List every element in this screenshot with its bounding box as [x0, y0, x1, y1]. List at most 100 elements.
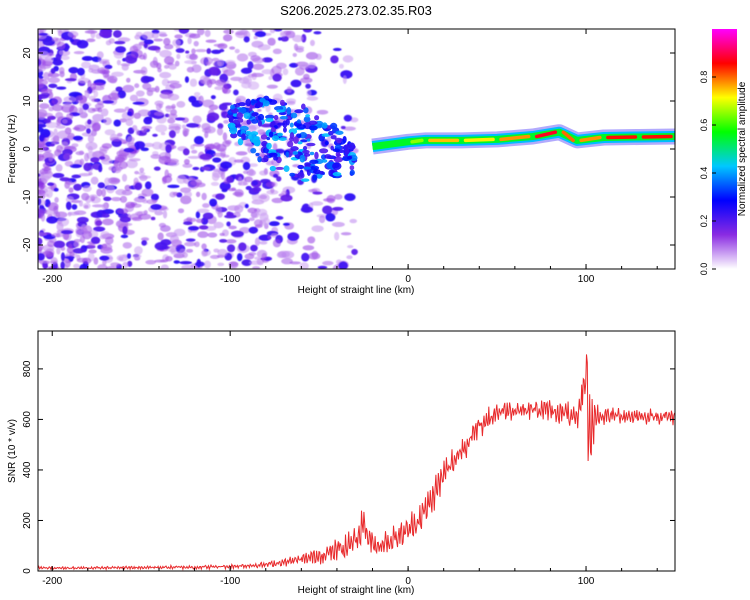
heatmap-noise-blob [76, 39, 89, 49]
heatmap-band-blob [289, 122, 294, 128]
heatmap-noise-blob [98, 164, 103, 173]
heatmap-noise-blob [175, 48, 185, 53]
snr-plot-area [38, 331, 675, 571]
heatmap-noise-blob [113, 108, 127, 113]
heatmap-noise-blob [338, 261, 348, 269]
heatmap-noise-blob [97, 58, 110, 63]
heatmap-noise-blob [302, 245, 315, 251]
heatmap-noise-blob [96, 188, 103, 197]
heatmap-noise-blob [242, 161, 251, 171]
heatmap-noise-blob [294, 67, 305, 76]
spectrogram-y-tick-label: -20 [22, 237, 33, 252]
heatmap-noise-blob [252, 63, 265, 70]
heatmap-band-blob [273, 114, 279, 121]
heatmap-noise-blob [338, 63, 344, 69]
heatmap-noise-blob [113, 119, 122, 127]
heatmap-noise-blob [150, 154, 162, 159]
heatmap-noise-blob [248, 226, 259, 234]
heatmap-noise-blob [223, 29, 234, 34]
heatmap-noise-blob [77, 77, 91, 84]
heatmap-noise-blob [194, 92, 201, 97]
heatmap-noise-blob [83, 204, 89, 209]
heatmap-noise-blob [142, 142, 155, 148]
heatmap-band-blob [304, 162, 311, 167]
heatmap-band-blob [257, 156, 262, 163]
heatmap-noise-blob [132, 124, 138, 131]
heatmap-band-blob [318, 148, 329, 154]
heatmap-noise-blob [62, 103, 73, 107]
heatmap-noise-blob [156, 31, 167, 35]
heatmap-band-blob [250, 100, 258, 104]
heatmap-noise-blob [137, 109, 151, 117]
heatmap-noise-blob [146, 89, 154, 97]
heatmap-noise-blob [38, 123, 47, 128]
heatmap-band-blob [348, 142, 356, 151]
heatmap-band-blob [290, 146, 299, 152]
heatmap-noise-blob [46, 189, 53, 198]
heatmap-noise-blob [118, 161, 128, 169]
heatmap-noise-blob [224, 214, 237, 219]
heatmap-noise-blob [126, 159, 138, 169]
heatmap-noise-blob [252, 186, 262, 193]
heatmap-noise-blob [222, 34, 233, 42]
heatmap-noise-blob [167, 184, 180, 189]
heatmap-noise-blob [316, 109, 329, 115]
spectrogram-heatmap [38, 29, 675, 269]
heatmap-noise-blob [126, 111, 133, 116]
heatmap-band-blob [243, 112, 251, 120]
heatmap-noise-blob [108, 38, 115, 44]
heatmap-noise-blob [116, 59, 121, 66]
heatmap-noise-blob [196, 29, 205, 36]
heatmap-noise-blob [141, 240, 148, 246]
heatmap-band-blob [259, 98, 266, 103]
heatmap-noise-blob [183, 158, 190, 165]
heatmap-noise-blob [257, 108, 262, 112]
heatmap-noise-blob [66, 246, 74, 254]
heatmap-noise-blob [211, 49, 222, 54]
heatmap-noise-blob [244, 203, 249, 209]
heatmap-noise-blob [188, 226, 200, 231]
heatmap-noise-blob [64, 160, 74, 167]
heatmap-noise-blob [184, 76, 190, 83]
spectrogram-x-tick-label: -100 [220, 274, 240, 285]
heatmap-noise-blob [38, 253, 45, 261]
heatmap-noise-blob [125, 118, 134, 127]
heatmap-noise-blob [286, 100, 296, 106]
heatmap-noise-blob [52, 135, 60, 145]
heatmap-noise-blob [150, 216, 156, 221]
heatmap-band-blob [289, 172, 296, 177]
snr-x-tick-label: 100 [578, 576, 595, 587]
heatmap-noise-blob [344, 193, 356, 202]
heatmap-band-blob [290, 112, 298, 119]
heatmap-noise-blob [56, 86, 67, 90]
heatmap-noise-blob [221, 84, 229, 94]
heatmap-band-blob [283, 127, 287, 133]
snr-y-tick-label: 800 [22, 360, 33, 377]
heatmap-band-blob [246, 119, 252, 125]
heatmap-noise-blob [56, 144, 64, 153]
heatmap-noise-blob [51, 37, 59, 42]
heatmap-noise-blob [164, 44, 174, 50]
heatmap-noise-blob [40, 88, 53, 93]
heatmap-band-blob [229, 126, 238, 135]
heatmap-noise-blob [98, 156, 106, 160]
heatmap-noise-blob [247, 73, 256, 78]
heatmap-noise-blob [101, 157, 113, 165]
heatmap-noise-blob [174, 117, 186, 121]
heatmap-band-blob [278, 137, 287, 141]
heatmap-noise-blob [292, 34, 304, 43]
heatmap-noise-blob [56, 130, 70, 140]
heatmap-noise-blob [340, 70, 353, 79]
heatmap-noise-blob [101, 213, 110, 218]
heatmap-noise-blob [307, 62, 317, 69]
heatmap-noise-blob [332, 47, 342, 52]
heatmap-noise-blob [158, 222, 167, 228]
heatmap-noise-blob [102, 100, 115, 104]
heatmap-noise-blob [326, 195, 336, 204]
heatmap-noise-blob [55, 125, 66, 129]
heatmap-band-blob [297, 172, 305, 179]
heatmap-band-blob [257, 113, 265, 121]
heatmap-noise-blob [96, 100, 105, 106]
heatmap-noise-blob [87, 243, 96, 249]
heatmap-band-blob [328, 130, 334, 136]
